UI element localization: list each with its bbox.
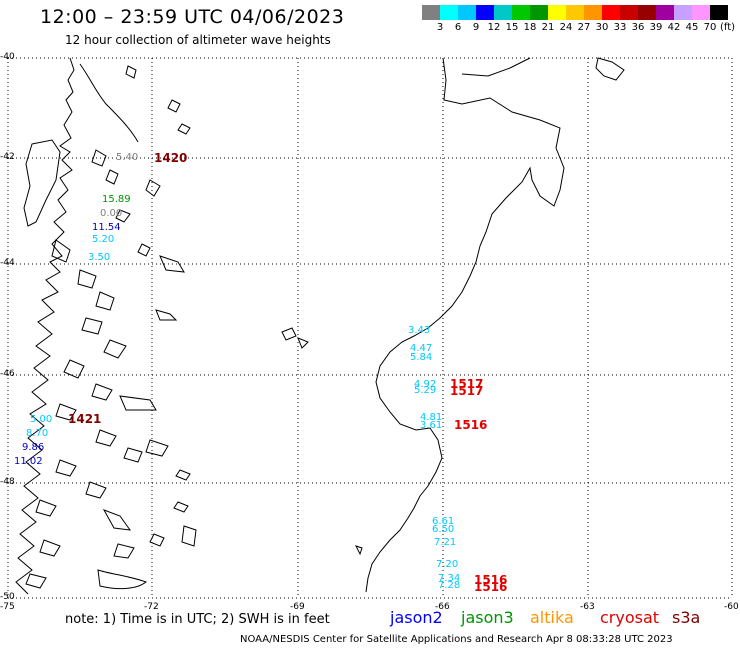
pass-time-label: 1516 [474,580,508,594]
map-subtitle: 12 hour collection of altimeter wave hei… [65,33,331,47]
swh-value: 4.81 [420,412,443,423]
legend-s3a: s3a [672,608,701,627]
swh-value: 7.28 [438,580,461,591]
legend-jason3: jason3 [461,608,514,627]
colorbar-label: 70 [703,22,717,33]
swh-value: 8.70 [26,428,49,439]
swh-value: 4.92 [414,379,437,390]
colorbar-swatch [602,5,620,20]
colorbar-label: 39 [649,22,663,33]
pass-time-label: 1516 [474,573,508,587]
colorbar-swatch [638,5,656,20]
colorbar-swatch [566,5,584,20]
lat-label: -48 [0,477,15,487]
swh-value: 5.29 [414,385,437,396]
colorbar-label: 42 [667,22,681,33]
colorbar-label: 3 [436,22,444,33]
colorbar-label: 27 [577,22,591,33]
colorbar-unit: (ft) [720,22,736,33]
colorbar-swatch [656,5,674,20]
swh-value: 6.61 [432,516,455,527]
footer-note: note: 1) Time is in UTC; 2) SWH is in fe… [65,612,330,627]
swh-value: 5.20 [92,234,115,245]
colorbar-label: 9 [472,22,480,33]
colorbar-swatch [584,5,602,20]
colorbar-label: 12 [487,22,501,33]
lon-label: -60 [724,602,739,612]
lon-label: -75 [0,602,15,612]
lat-label: -40 [0,52,15,62]
swh-value: 3.43 [408,325,431,336]
colorbar-swatch [692,5,710,20]
colorbar-label: 45 [685,22,699,33]
colorbar-label: 18 [523,22,537,33]
lat-label: -44 [0,258,15,268]
pass-time-label: 1516 [454,418,488,432]
swh-value: 3.50 [88,252,111,263]
swh-value: 4.47 [410,343,433,354]
lon-label: -63 [580,602,595,612]
pass-time-label: 1517 [450,377,484,391]
colorbar-swatch [710,5,728,20]
colorbar-swatch [440,5,458,20]
colorbar-label: 36 [631,22,645,33]
swh-value: 7.21 [434,537,457,548]
lon-label: -69 [290,602,305,612]
colorbar-swatch [530,5,548,20]
swh-value: 0.00 [100,208,123,219]
swh-value: 7.34 [438,573,461,584]
colorbar-label: 24 [559,22,573,33]
swh-value: 5.00 [30,414,53,425]
lat-label: -46 [0,369,15,379]
colorbar-swatch [512,5,530,20]
legend-jason2: jason2 [390,608,443,627]
lat-label: -42 [0,152,15,162]
swh-value: 11.02 [14,456,43,467]
swh-value: 9.86 [22,442,45,453]
pass-time-label: 1421 [68,412,102,426]
lat-lon-grid [7,57,733,599]
colorbar-label: 33 [613,22,627,33]
swh-value: 6.50 [432,524,455,535]
swh-value: 3.61 [420,420,443,431]
argentina-coastline [281,57,625,593]
pass-time-label: 1517 [450,384,484,398]
colorbar-label: 30 [595,22,609,33]
lon-label: -72 [144,602,159,612]
chile-coastline [15,57,197,595]
colorbar-swatch [494,5,512,20]
colorbar-swatch [476,5,494,20]
colorbar-swatch [422,5,440,20]
colorbar-label: 6 [454,22,462,33]
swh-value: 5.40 [116,152,139,163]
colorbar-swatch [548,5,566,20]
swh-value: 5.84 [410,352,433,363]
lon-label: -66 [435,602,450,612]
colorbar-swatch [458,5,476,20]
map-title: 12:00 – 23:59 UTC 04/06/2023 [40,6,345,28]
legend-altika: altika [530,608,574,627]
colorbar-swatch [674,5,692,20]
lat-label: -50 [0,592,15,602]
swh-value: 11.54 [92,222,121,233]
credit-line: NOAA/NESDIS Center for Satellite Applica… [240,634,673,645]
colorbar-swatch [620,5,638,20]
pass-time-label: 1420 [154,151,188,165]
swh-value: 7.20 [436,559,459,570]
colorbar-label: 21 [541,22,555,33]
legend-cryosat: cryosat [600,608,660,627]
colorbar-label: 15 [505,22,519,33]
swh-value: 15.89 [102,194,131,205]
